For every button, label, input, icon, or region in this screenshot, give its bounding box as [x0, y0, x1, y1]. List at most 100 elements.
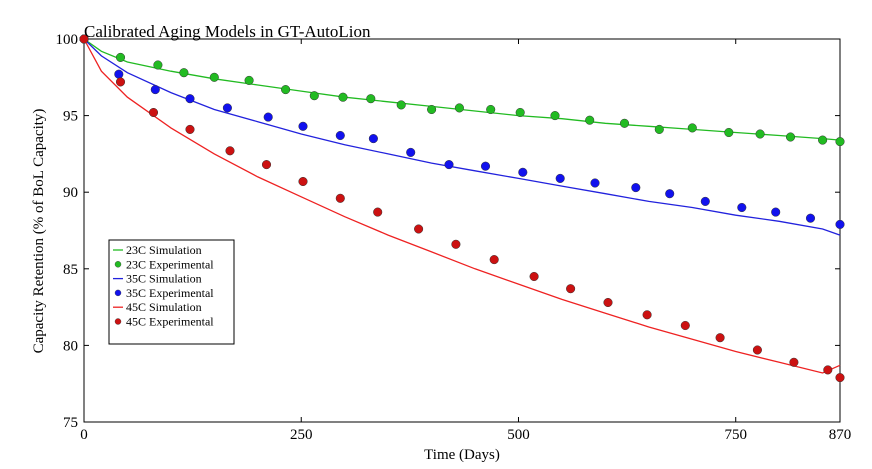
- data-point: [263, 112, 273, 122]
- legend-item: 23C Experimental: [114, 257, 214, 271]
- data-point: [309, 91, 319, 101]
- x-tick-label: 250: [290, 427, 313, 443]
- data-point: [680, 320, 690, 331]
- data-point: [585, 115, 595, 125]
- data-point: [700, 196, 710, 206]
- data-point: [114, 69, 124, 79]
- series-45c-experimental: [79, 34, 845, 383]
- x-tick-label: 500: [507, 427, 530, 443]
- data-point: [281, 85, 291, 95]
- data-point: [835, 137, 845, 147]
- series-layer: [79, 34, 845, 383]
- x-axis-title: Time (Days): [424, 447, 500, 463]
- data-point: [338, 92, 348, 102]
- legend-dot-swatch: [114, 289, 122, 297]
- data-point: [619, 118, 630, 128]
- series-line: [83, 38, 841, 236]
- data-point: [835, 219, 845, 229]
- y-tick-label: 75: [63, 415, 78, 431]
- legend-item: 35C Simulation: [113, 272, 202, 286]
- data-point: [603, 297, 613, 308]
- series-line: [83, 38, 841, 374]
- data-point: [148, 107, 159, 118]
- data-point: [480, 161, 491, 171]
- x-tick-label: 870: [829, 427, 852, 443]
- legend-item: 45C Simulation: [113, 300, 202, 314]
- data-point: [153, 60, 163, 70]
- data-point: [755, 129, 765, 139]
- data-point: [515, 107, 525, 118]
- series-35c-experimental: [79, 34, 845, 229]
- y-tick-label: 100: [56, 32, 79, 48]
- legend-label: 35C Simulation: [126, 272, 202, 286]
- y-tick-label: 85: [63, 262, 78, 278]
- data-point: [225, 146, 235, 156]
- series-35c-simulation: [83, 38, 841, 236]
- legend-dot-swatch: [114, 318, 122, 325]
- data-point: [590, 178, 600, 188]
- data-point: [737, 202, 747, 213]
- data-point: [631, 183, 641, 193]
- legend-box: [108, 239, 235, 345]
- data-point: [642, 310, 652, 320]
- data-point: [687, 123, 697, 133]
- plot-area: [83, 38, 841, 423]
- data-point: [185, 94, 195, 104]
- data-point: [298, 176, 308, 187]
- data-point: [427, 104, 437, 115]
- data-point: [566, 284, 576, 294]
- data-point: [150, 85, 160, 95]
- y-tick-label: 80: [63, 338, 78, 354]
- data-point: [752, 345, 762, 355]
- data-point: [724, 127, 734, 138]
- legend-dot-swatch: [114, 261, 122, 268]
- data-point: [335, 130, 345, 141]
- data-point: [209, 72, 219, 82]
- data-point: [550, 111, 560, 121]
- data-point: [818, 135, 828, 145]
- y-tick-label: 95: [63, 109, 78, 125]
- data-point: [115, 52, 126, 62]
- legend-label: 23C Experimental: [126, 257, 214, 271]
- data-point: [665, 189, 675, 199]
- legend-label: 23C Simulation: [126, 243, 202, 257]
- data-point: [654, 124, 664, 134]
- data-point: [444, 160, 454, 170]
- data-point: [789, 357, 799, 367]
- data-point: [823, 365, 833, 375]
- data-point: [244, 75, 254, 85]
- data-point: [298, 121, 308, 131]
- data-point: [835, 373, 845, 383]
- data-point: [489, 255, 499, 265]
- data-point: [396, 100, 406, 110]
- y-axis-title: Capacity Retention (% of BoL Capacity): [31, 109, 47, 354]
- legend-item: 23C Simulation: [113, 243, 202, 257]
- data-point: [373, 207, 383, 217]
- data-point: [785, 132, 796, 142]
- data-point: [555, 173, 565, 183]
- axis-ticks: 0 250 500 750 870 75 80 85 90 95 100: [56, 32, 852, 443]
- data-point: [486, 104, 496, 115]
- data-point: [451, 239, 461, 249]
- data-point: [115, 77, 126, 87]
- series-45c-simulation: [83, 38, 841, 374]
- legend-item: 45C Experimental: [114, 315, 214, 329]
- x-tick-label: 750: [724, 427, 747, 443]
- data-point: [366, 94, 376, 104]
- legend-label: 45C Simulation: [126, 300, 202, 314]
- data-point: [529, 271, 539, 282]
- legend-label: 45C Experimental: [126, 315, 214, 329]
- data-point: [454, 103, 464, 113]
- data-point: [335, 193, 345, 203]
- legend-item: 35C Experimental: [114, 286, 214, 300]
- data-point: [406, 147, 416, 157]
- chart-title: Calibrated Aging Models in GT-AutoLion: [84, 22, 371, 41]
- data-point: [771, 207, 781, 217]
- legend-label: 35C Experimental: [126, 286, 214, 300]
- data-point: [414, 224, 424, 234]
- x-tick-label: 0: [80, 427, 88, 443]
- data-point: [715, 333, 725, 343]
